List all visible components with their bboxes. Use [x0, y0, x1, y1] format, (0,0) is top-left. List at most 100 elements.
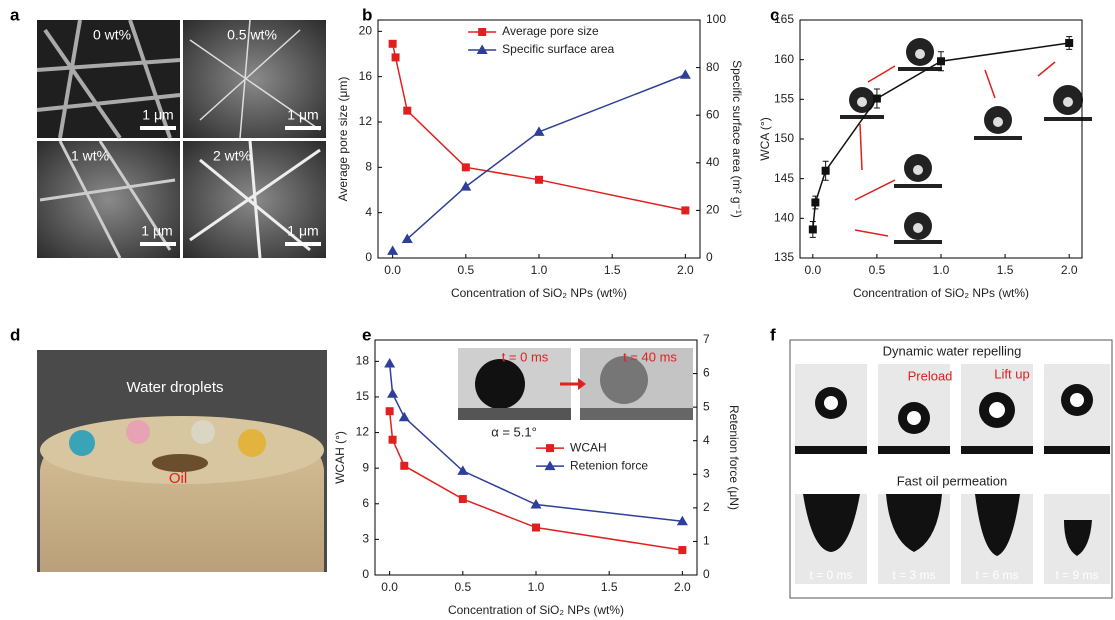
x-tick-label: 1.0 [933, 263, 950, 277]
marker [937, 57, 945, 65]
x-tick-label: 0.5 [457, 263, 474, 277]
marker [460, 181, 471, 191]
x-tick-label: 0.0 [381, 580, 398, 594]
y-axis-title: Average pore size (μm) [336, 77, 350, 202]
y-tick-label: 9 [362, 460, 369, 474]
marker [400, 462, 408, 470]
inset-time: t = 40 ms [623, 349, 677, 364]
y2-tick-label: 80 [706, 60, 720, 74]
y-tick-label: 8 [365, 160, 372, 174]
marker [387, 245, 398, 255]
y2-tick-label: 100 [706, 12, 726, 26]
inset-time: t = 0 ms [502, 349, 549, 364]
marker [386, 407, 394, 415]
y2-axis-title: Retenion force (μN) [727, 405, 741, 510]
sem-label: 0 wt% [93, 27, 131, 43]
marker [873, 95, 881, 103]
sem-label: 2 wt% [213, 148, 251, 164]
y-axis-title: WCAH (°) [333, 431, 347, 484]
marker [392, 53, 400, 61]
marker [384, 358, 395, 368]
time-label: t = 3 ms [892, 568, 935, 582]
y-tick-label: 160 [774, 52, 794, 66]
marker [678, 546, 686, 554]
photo-cork: Water droplets Oil [37, 350, 327, 572]
y-tick-label: 140 [774, 211, 794, 225]
legend-label: Average pore size [502, 24, 599, 38]
marker [532, 524, 540, 532]
x-tick-label: 1.5 [604, 263, 621, 277]
x-tick-label: 0.0 [384, 263, 401, 277]
marker [387, 388, 398, 398]
y2-tick-label: 0 [703, 567, 710, 581]
y2-tick-label: 60 [706, 107, 720, 121]
marker [462, 163, 470, 171]
y-axis-title: WCA (°) [758, 117, 772, 160]
step-label: Preload [908, 368, 953, 383]
y-tick-label: 145 [774, 171, 794, 185]
marker [535, 176, 543, 184]
sem-label: 0.5 wt% [227, 27, 277, 43]
y-tick-label: 150 [774, 131, 794, 145]
y-tick-label: 20 [359, 24, 373, 38]
y2-tick-label: 1 [703, 534, 710, 548]
y2-tick-label: 6 [703, 366, 710, 380]
marker [403, 107, 411, 115]
marker [1065, 39, 1073, 47]
y2-tick-label: 4 [703, 433, 710, 447]
marker [681, 206, 689, 214]
scale-bar-label: 1 μm [141, 223, 172, 239]
x-tick-label: 0.5 [869, 263, 886, 277]
legend-marker [546, 444, 554, 452]
droplet-insets [840, 38, 1092, 244]
legend-marker [478, 28, 486, 36]
y2-tick-label: 20 [706, 203, 720, 217]
y-tick-label: 135 [774, 250, 794, 264]
y-tick-label: 0 [362, 567, 369, 581]
x-tick-label: 1.0 [528, 580, 545, 594]
marker [531, 499, 542, 509]
time-label: t = 0 ms [809, 568, 852, 582]
time-label: t = 6 ms [975, 568, 1018, 582]
section-title: Dynamic water repelling [883, 343, 1022, 358]
y-tick-label: 12 [356, 425, 370, 439]
y2-tick-label: 5 [703, 399, 710, 413]
x-tick-label: 1.5 [997, 263, 1014, 277]
panel-label: b [362, 5, 372, 24]
legend-label: Retenion force [570, 458, 648, 472]
panel-label: e [362, 325, 371, 344]
contact-angle-inset: t = 0 ms t = 40 ms α = 5.1° [458, 348, 693, 439]
series-line [407, 75, 685, 239]
y-tick-label: 15 [356, 389, 370, 403]
marker [811, 198, 819, 206]
scale-bar-label: 1 μm [287, 223, 318, 239]
x-axis-title: Concentration of SiO₂ NPs (wt%) [448, 603, 624, 617]
y-tick-label: 155 [774, 92, 794, 106]
x-tick-label: 2.0 [1061, 263, 1078, 277]
step-label: Lift up [994, 366, 1029, 381]
y2-tick-label: 40 [706, 155, 720, 169]
photo-label: Water droplets [127, 379, 224, 396]
y2-tick-label: 3 [703, 466, 710, 480]
figure: a b c d e f 0 wt% 0.5 wt% 1 wt% 2 wt% 1 … [0, 0, 1115, 620]
x-axis-title: Concentration of SiO₂ NPs (wt%) [853, 286, 1029, 300]
y-tick-label: 4 [365, 205, 372, 219]
photo-label: Oil [169, 470, 187, 487]
x-tick-label: 0.0 [804, 263, 821, 277]
x-tick-label: 0.5 [454, 580, 471, 594]
marker [822, 167, 830, 175]
marker [680, 69, 691, 79]
y-tick-label: 165 [774, 12, 794, 26]
sem-label: 1 wt% [71, 148, 109, 164]
x-tick-label: 2.0 [677, 263, 694, 277]
legend-label: WCAH [570, 440, 607, 454]
y-tick-label: 6 [362, 496, 369, 510]
panel-label: d [10, 325, 20, 344]
marker [459, 495, 467, 503]
panel-label: f [770, 325, 776, 344]
legend-label: Specific surface area [502, 42, 614, 56]
panel-label: a [10, 5, 20, 24]
y-tick-label: 18 [356, 354, 370, 368]
y2-tick-label: 7 [703, 332, 710, 346]
y2-tick-label: 0 [706, 250, 713, 264]
